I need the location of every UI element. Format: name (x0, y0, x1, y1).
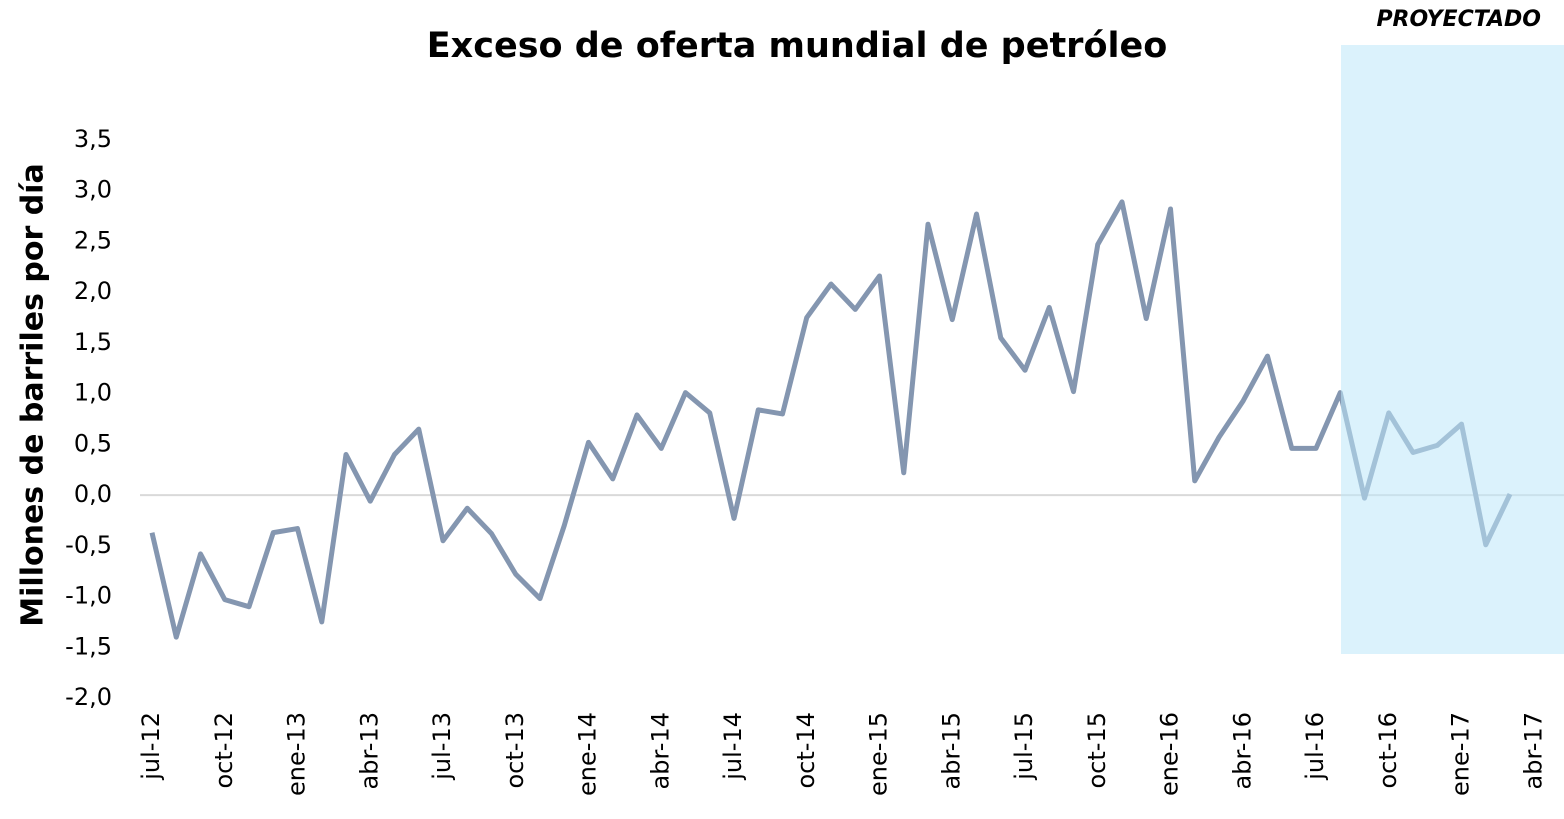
x-tick-label: abr-16 (1228, 712, 1256, 789)
y-tick-label: 0,0 (74, 480, 112, 508)
x-tick-label: jul-14 (719, 712, 747, 781)
x-tick-label: abr-17 (1519, 712, 1547, 789)
x-tick-label: jul-12 (137, 712, 165, 781)
x-tick-label: ene-14 (574, 712, 602, 796)
x-tick-label: abr-15 (937, 712, 965, 789)
y-tick-label: -0,5 (65, 531, 112, 559)
x-tick-label: jul-15 (1010, 712, 1038, 781)
y-axis-title: Millones de barriles por día (16, 163, 51, 626)
y-tick-label: 2,0 (74, 277, 112, 305)
y-tick-label: 3,0 (74, 176, 112, 204)
y-tick-label: 2,5 (74, 226, 112, 254)
x-tick-label: jul-16 (1301, 712, 1329, 781)
x-tick-label: oct-14 (792, 712, 820, 789)
data-line (149, 199, 1513, 640)
x-tick-label: oct-16 (1374, 712, 1402, 789)
x-tick-label: oct-12 (210, 712, 238, 789)
annotation: PROYECTADO (1376, 7, 1541, 32)
x-tick-label: abr-14 (646, 712, 674, 789)
y-tick-label: 1,0 (74, 379, 112, 407)
y-tick-label: -1,0 (65, 582, 112, 610)
x-tick-label: ene-15 (865, 712, 893, 796)
x-tick-label: abr-13 (355, 712, 383, 789)
y-tick-label: 1,5 (74, 328, 112, 356)
x-tick-label: ene-13 (283, 712, 311, 796)
x-tick-label: ene-16 (1156, 712, 1184, 796)
chart-title: Exceso de oferta mundial de petróleo (427, 26, 1168, 66)
y-tick-label: -2,0 (65, 683, 112, 711)
y-tick-label: 0,5 (74, 429, 112, 457)
projection-band (1341, 45, 1564, 654)
x-tick-label: oct-13 (501, 712, 529, 789)
x-tick-label: ene-17 (1447, 712, 1475, 796)
x-tick-label: jul-13 (428, 712, 456, 781)
y-tick-label: -1,5 (65, 632, 112, 660)
y-tick-label: 3,5 (74, 125, 112, 153)
x-tick-label: oct-15 (1083, 712, 1111, 789)
